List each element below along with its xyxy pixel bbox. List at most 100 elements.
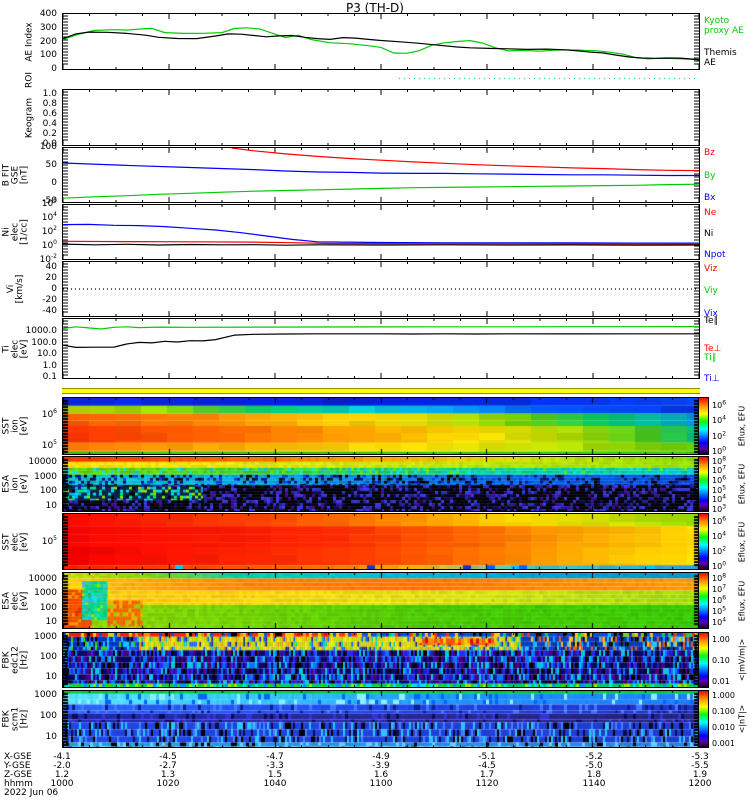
y-tick-label: 0.1	[0, 372, 57, 382]
axis-row-value: 1200	[668, 779, 732, 789]
series-te-par	[63, 334, 699, 348]
colorbar-tick-label: 106	[712, 517, 726, 526]
axis-title-fbk_e: FBK edc12 [Hz]	[3, 646, 30, 674]
y-tick-label: 106	[0, 199, 57, 209]
panel-fbk-scm1-spectrogram-heatmap	[63, 691, 699, 747]
colorbar-tick-label: 102	[712, 432, 726, 441]
colorbar-esa_ion	[698, 456, 709, 512]
axis-title-ni: Ni elec [1/cc]	[3, 219, 30, 245]
axis-title-sst_elec: SST elec [eV]	[3, 533, 30, 552]
series-by	[63, 184, 699, 198]
y-tick-label: 40	[0, 262, 57, 272]
series-ti-par	[63, 327, 699, 329]
colorbar-fbk_b	[698, 690, 709, 748]
colorbar-sst_elec	[698, 513, 709, 570]
trace-label: Ne	[704, 208, 716, 218]
y-tick-label: 1000	[0, 632, 57, 642]
colorbar-tick-label: 104	[712, 532, 726, 541]
colorbar-sst_ion	[698, 397, 709, 455]
colorbar-unit-label: <|mV/m|>	[738, 639, 747, 682]
trace-label: Te∥	[704, 316, 718, 326]
panel-sst-electron-spectrogram	[62, 513, 700, 570]
axis-title-fbk_b: FBK scm1 [Hz]	[3, 707, 30, 731]
y-tick-label: 105	[0, 441, 57, 451]
series-themis-ae	[63, 32, 699, 60]
panel-sst-ion-spectrogram-heatmap	[63, 398, 699, 454]
colorbar-tick-label: 105	[712, 607, 726, 616]
panel-temperature	[62, 318, 700, 379]
colorbar-tick-label: 1.00	[712, 635, 730, 644]
axis-row-value: 1100	[349, 779, 413, 789]
colorbar-unit-label: Eflux, EFU	[738, 464, 747, 505]
panel-velocity	[62, 261, 700, 317]
axis-title-sst_ion: SST ion [eV]	[3, 417, 30, 436]
series-npot	[63, 224, 699, 243]
y-tick-label: 10	[0, 617, 57, 627]
colorbar-fbk_b-gradient	[699, 691, 708, 747]
panel-temperature-plot-area	[63, 319, 699, 378]
panel-ae-index	[62, 13, 700, 70]
trace-label: Viy	[704, 286, 718, 296]
trace-label: Kyoto proxy AE	[704, 16, 744, 36]
colorbar-tick-label: 108	[712, 574, 726, 583]
y-tick-label: -40	[0, 306, 57, 316]
colorbar-fbk_e-gradient	[699, 633, 708, 687]
trace-label: Viz	[704, 264, 717, 274]
colorbar-tick-label: 104	[712, 618, 726, 627]
axis-date-label: 2022 Jun 06	[4, 788, 58, 798]
colorbar-tick-label: 0.010	[712, 723, 735, 732]
axis-row-value: 1140	[562, 779, 626, 789]
colorbar-unit-label: <|nT|>	[738, 705, 747, 734]
axis-title-esa_ion: ESA ion [eV]	[3, 475, 30, 494]
colorbar-tick-label: 104	[712, 416, 726, 425]
series-bz	[232, 148, 700, 171]
trace-label: Ni	[704, 229, 713, 239]
colorbar-tick-label: 107	[712, 585, 726, 594]
panel-esa-electron-spectrogram-heatmap	[63, 573, 699, 628]
colorbar-sst_ion-gradient	[699, 398, 708, 454]
panel-ae-index-plot-area	[63, 14, 699, 69]
panel-fbk-scm1-spectrogram	[62, 690, 700, 748]
panel-b-fit	[62, 147, 700, 203]
trace-label: Bz	[704, 148, 715, 158]
colorbar-fbk_e	[698, 632, 709, 688]
axis-row-value: 1120	[455, 779, 519, 789]
colorbar-esa_elec-gradient	[699, 573, 708, 628]
y-tick-label: 1000	[0, 690, 57, 700]
colorbar-tick-label: 106	[712, 596, 726, 605]
colorbar-tick-label: 103	[712, 505, 726, 514]
panel-esa-ion-spectrogram	[62, 456, 700, 512]
panel-sst-electron-spectrogram-heatmap	[63, 514, 699, 569]
panel-density-plot-area	[63, 205, 699, 259]
colorbar-tick-label: 0.10	[712, 656, 730, 665]
y-tick-label: 10	[0, 732, 57, 742]
roi-interval-bar	[62, 388, 700, 394]
axis-title-esa_elec: ESA elec [eV]	[3, 592, 30, 611]
series-kyoto-proxy-ae	[63, 28, 699, 60]
trace-label: Ti⊥	[704, 374, 720, 384]
colorbar-tick-label: 102	[712, 547, 726, 556]
y-tick-label: 10000	[0, 457, 57, 467]
panel-esa-electron-spectrogram	[62, 572, 700, 629]
panel-b-fit-plot-area	[63, 148, 699, 202]
panel-keogram	[62, 89, 700, 146]
panel-keogram-plot-area	[63, 90, 699, 145]
panel-density	[62, 204, 700, 260]
trace-label: Ti∥	[704, 353, 716, 363]
colorbar-tick-label: 0.01	[712, 677, 730, 686]
y-tick-label: 400	[0, 9, 57, 19]
y-tick-label: 10	[0, 501, 57, 511]
colorbar-tick-label: 1.000	[712, 691, 735, 700]
series-bx	[63, 163, 699, 176]
colorbar-tick-label: 100	[712, 562, 726, 571]
colorbar-tick-label: 0.100	[712, 707, 735, 716]
colorbar-esa_elec	[698, 572, 709, 629]
axis-title-keogram: Keogram	[26, 98, 35, 138]
axis-title-te: Ti elec [eV]	[3, 340, 30, 359]
panel-sst-ion-spectrogram	[62, 397, 700, 455]
axis-title-bfit: B FIT GSE [nT]	[3, 164, 30, 186]
colorbar-unit-label: Eflux, EFU	[738, 522, 747, 563]
panel-esa-ion-spectrogram-heatmap	[63, 457, 699, 511]
axis-row-value: 1040	[243, 779, 307, 789]
y-tick-label: 1.0	[0, 361, 57, 371]
